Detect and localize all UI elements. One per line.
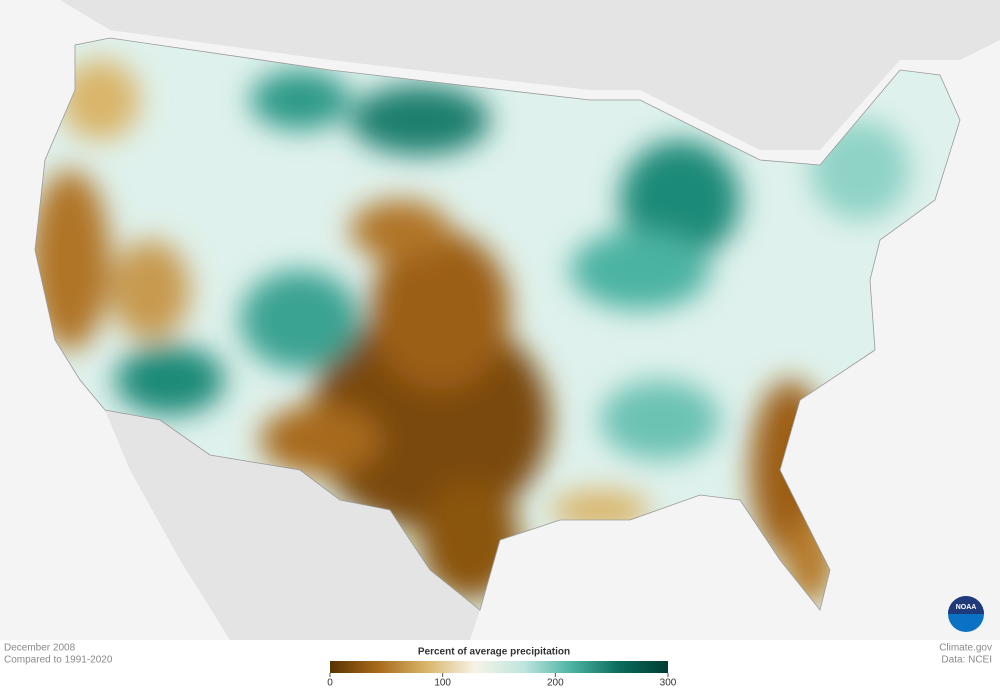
canada	[0, 0, 1000, 150]
credit: Climate.gov	[939, 643, 992, 654]
date: December 2008	[4, 643, 76, 654]
colorbar-tick-label: 100	[434, 678, 451, 689]
mexico	[105, 410, 480, 640]
colorbar	[330, 661, 668, 673]
baseline: Compared to 1991-2020	[4, 655, 113, 666]
colorbar-tick-label: 200	[547, 678, 564, 689]
us-outline	[34, 37, 961, 611]
colorbar-title: Percent of average precipitation	[418, 647, 570, 658]
colorbar-tick-label: 300	[660, 678, 677, 689]
noaa-logo: NOAA	[948, 596, 984, 632]
colorbar-tick-label: 0	[327, 678, 333, 689]
source: Data: NCEI	[941, 655, 992, 666]
logo-text: NOAA	[956, 604, 977, 611]
